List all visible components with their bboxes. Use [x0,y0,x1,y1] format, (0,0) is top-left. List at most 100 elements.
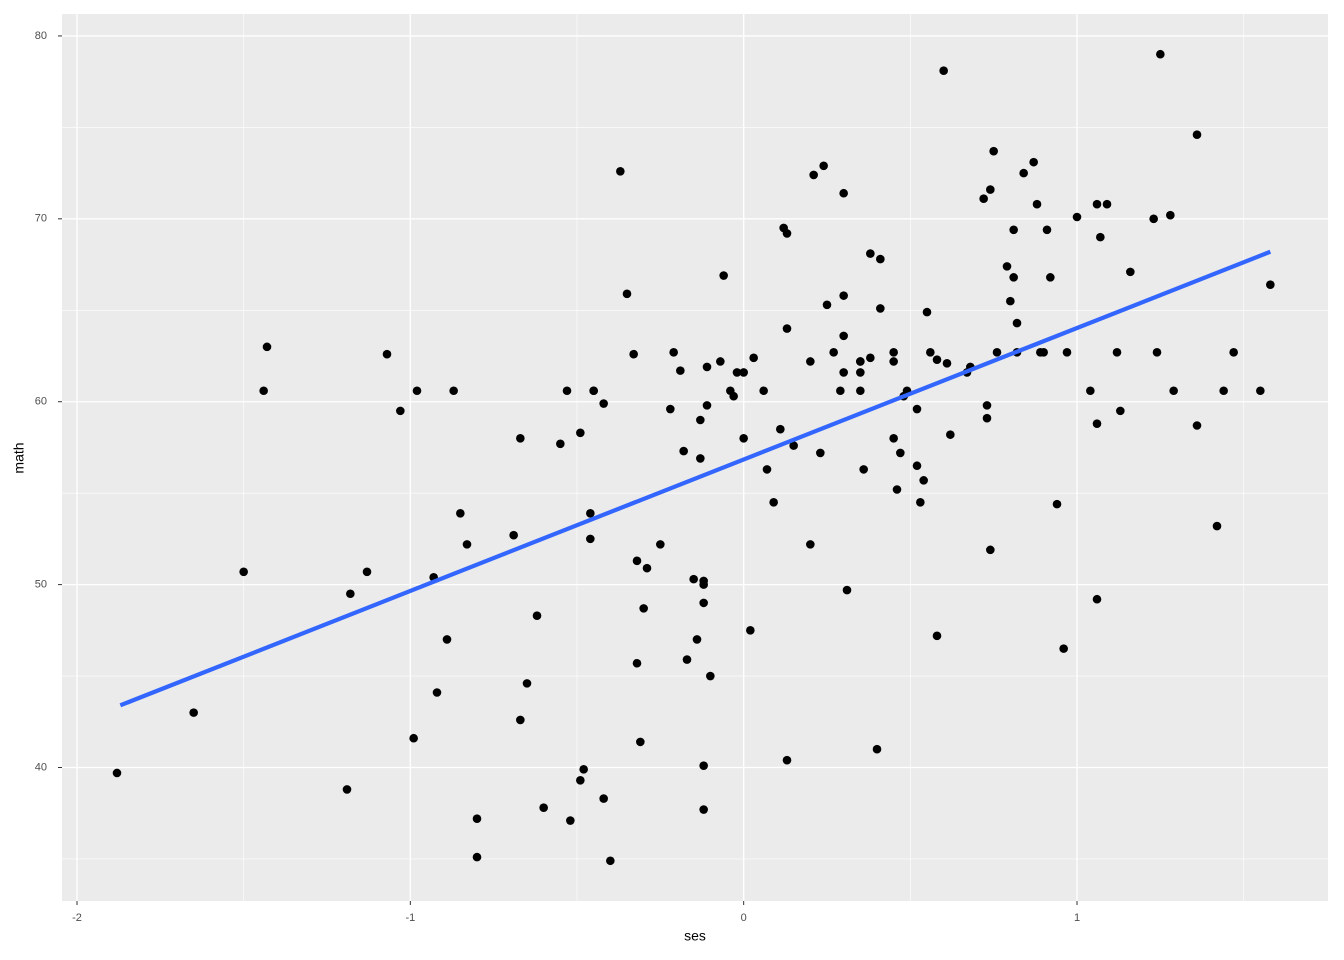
point [1102,199,1112,209]
point [586,508,595,518]
point [926,348,935,357]
point [1059,644,1068,653]
point [1062,348,1072,357]
point [856,386,865,396]
y-axis-title: math [11,442,27,473]
point [586,534,595,544]
point [522,679,532,688]
point [789,441,798,450]
point [556,439,565,449]
point [839,331,848,341]
point [632,658,642,668]
point [1086,386,1095,396]
point [732,368,742,377]
point [912,404,922,414]
point [942,359,952,368]
point [509,530,518,540]
point [819,161,828,171]
point [382,349,392,359]
point [876,254,885,264]
point [762,465,772,474]
point [562,386,572,396]
point [1052,499,1062,509]
point [889,433,898,443]
point [739,368,748,377]
point [806,357,815,366]
point [986,545,995,555]
point [919,476,928,485]
point [782,755,792,765]
point [839,291,848,300]
point [642,563,652,573]
point [746,626,755,635]
point [1112,348,1122,357]
x-tick-label: 0 [741,912,747,924]
point [682,655,692,664]
point [896,448,905,458]
point [1149,214,1158,224]
point [189,708,198,717]
point [822,300,832,310]
point [836,386,845,396]
point [346,589,355,599]
point [579,765,588,774]
point [639,604,648,613]
point [1092,199,1102,209]
point [989,146,998,156]
point [259,386,268,396]
point [599,794,608,803]
panel [62,14,1328,901]
point [692,635,702,644]
point [816,448,825,458]
point [539,803,548,813]
point [679,446,688,456]
point [782,324,792,333]
point [1212,521,1222,531]
point [1229,348,1238,357]
point [1152,348,1162,357]
point [576,775,585,785]
point [362,567,372,577]
point [632,556,642,566]
point [866,249,875,258]
point [839,368,848,377]
point [856,357,865,366]
point [472,814,482,824]
point [876,304,885,313]
point [1156,49,1165,59]
point [716,357,725,366]
point [432,688,442,697]
y-tick-label: 60 [35,396,47,408]
y-tick-label: 80 [35,30,47,42]
point [606,856,615,866]
point [922,307,932,317]
point [262,342,272,352]
point [866,353,875,363]
point [932,355,942,364]
point [1012,318,1022,328]
point [889,348,898,357]
point [1042,225,1052,235]
point [839,188,848,198]
point [932,631,942,641]
y-tick-label: 40 [35,761,47,773]
point [986,185,995,194]
point [1192,421,1202,430]
fit-line [119,249,1272,708]
point [696,454,705,463]
point [1006,296,1015,306]
point [1072,212,1082,222]
point [1032,199,1042,209]
point [532,611,542,620]
point [629,349,638,359]
point [699,580,708,589]
point [462,540,472,549]
point [412,386,422,396]
point [1092,594,1102,604]
point [342,785,352,794]
point [1256,386,1265,396]
point [706,671,715,681]
point [1009,225,1018,235]
